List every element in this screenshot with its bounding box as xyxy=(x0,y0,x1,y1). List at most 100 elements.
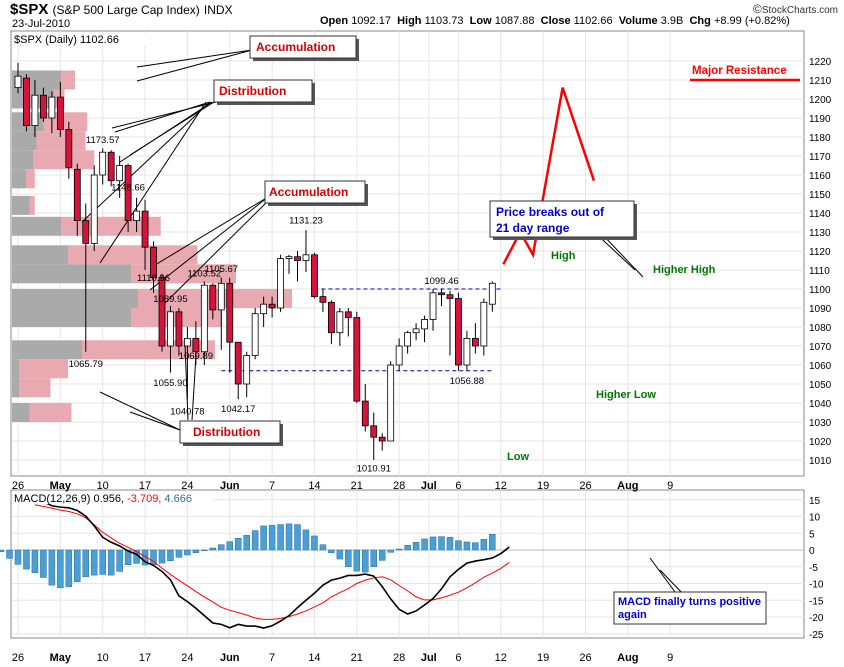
open-label: Open xyxy=(320,15,349,27)
candle-down xyxy=(226,282,234,343)
x-tick-label-bottom: 9 xyxy=(667,652,673,664)
volume-bar-up xyxy=(12,131,37,151)
volume-bar-up xyxy=(12,289,138,308)
macd-tick-label: -15 xyxy=(809,596,824,607)
annotation-text: High xyxy=(551,250,576,262)
candle-up xyxy=(14,75,22,88)
volume-bar-up xyxy=(12,245,68,265)
annotation-box xyxy=(489,200,635,238)
candle-down xyxy=(370,425,378,438)
x-tick-label: 19 xyxy=(537,480,549,492)
macd-histogram-bar xyxy=(14,549,22,565)
price-tick-label: 1090 xyxy=(809,304,832,315)
callout-line xyxy=(129,411,181,431)
callout-line xyxy=(111,101,217,129)
volume-bar-up xyxy=(12,169,26,189)
candle-down xyxy=(361,400,369,427)
x-tick-label: 21 xyxy=(351,480,363,492)
macd-tick-label: -10 xyxy=(809,580,824,591)
volume-bar-up xyxy=(12,308,131,327)
price-data-label: 1010.91 xyxy=(357,463,391,474)
x-tick-label: Jul xyxy=(421,480,437,492)
candle-down xyxy=(446,294,454,299)
price-data-label: 1089.95 xyxy=(153,294,187,305)
x-tick-label-bottom: 21 xyxy=(351,652,363,664)
candle-up xyxy=(404,332,412,347)
x-tick-label-bottom: 28 xyxy=(393,652,405,664)
macd-histogram-bar xyxy=(328,549,335,553)
candle-up xyxy=(183,337,191,347)
price-data-label: 1131.23 xyxy=(289,216,323,227)
macd-histogram-bar xyxy=(260,525,267,551)
candle-up xyxy=(251,313,259,356)
macd-histogram-bar xyxy=(31,549,39,574)
candle-up xyxy=(167,311,174,347)
candle-up xyxy=(488,282,496,305)
macd-tick-label: -5 xyxy=(809,563,818,574)
candle-down xyxy=(294,256,301,261)
price-tick-label: 1060 xyxy=(809,361,832,372)
price-data-label: 1099.46 xyxy=(424,276,458,287)
macd-tick-label: 0 xyxy=(809,546,815,557)
candle-down xyxy=(327,301,335,334)
candle-down xyxy=(158,277,166,347)
macd-histogram-bar xyxy=(218,544,225,551)
price-data-label: 1042.17 xyxy=(221,404,255,415)
candle-up xyxy=(480,301,488,347)
volume-bar-up xyxy=(12,340,82,360)
annotation-box xyxy=(179,420,281,444)
x-tick-label-bottom: 14 xyxy=(308,652,320,664)
macd-histogram-bar xyxy=(65,549,73,588)
callout-line xyxy=(129,101,215,156)
price-data-label: 1055.90 xyxy=(153,378,187,389)
macd-histogram-bar xyxy=(40,549,47,578)
x-tick-label-bottom: 12 xyxy=(495,652,507,664)
high-value: 1103.73 xyxy=(424,15,464,27)
price-tick-label: 1210 xyxy=(809,76,832,87)
x-tick-label-bottom: Aug xyxy=(617,652,638,664)
x-tick-label-bottom: 6 xyxy=(455,652,461,664)
x-tick-label: 17 xyxy=(139,480,151,492)
callout-line xyxy=(159,196,273,309)
high-label: High xyxy=(397,15,422,27)
price-data-label: 1056.88 xyxy=(450,376,484,387)
macd-tick-label: 15 xyxy=(809,496,821,507)
price-tick-label: 1220 xyxy=(809,57,832,68)
price-data-label: 1069.89 xyxy=(179,351,213,362)
callout-line xyxy=(136,49,253,68)
macd-histogram-bar xyxy=(429,536,437,551)
macd-histogram-bar xyxy=(251,530,259,551)
macd-panel-title: MACD(12,26,9) 0.956, -3.709, 4.666 xyxy=(14,493,192,505)
macd-histogram-bar xyxy=(107,549,115,576)
price-tick-label: 1050 xyxy=(809,380,832,391)
x-tick-label: 6 xyxy=(455,480,461,492)
macd-histogram-bar xyxy=(90,549,98,576)
macd-tick-label: 10 xyxy=(809,513,821,524)
security-name: (S&P 500 Large Cap Index) xyxy=(52,3,200,17)
price-tick-label: 1070 xyxy=(809,342,832,353)
macd-histogram-bar xyxy=(395,548,403,551)
macd-histogram-bar xyxy=(362,549,369,573)
x-tick-label: 26 xyxy=(12,480,24,492)
volume-bar-down xyxy=(36,131,86,151)
macd-histogram-bar xyxy=(421,538,428,551)
candle-down xyxy=(56,96,64,130)
macd-histogram-bar xyxy=(489,534,496,551)
macd-histogram-bar xyxy=(480,539,488,551)
candle-down xyxy=(40,94,47,119)
volume-bar-down xyxy=(29,403,72,422)
x-tick-label-bottom: 26 xyxy=(12,652,24,664)
callout-line xyxy=(136,49,253,82)
macd-histogram-bar xyxy=(141,549,149,566)
annotation-text: Higher High xyxy=(653,264,716,276)
annotation-text: Accumulation xyxy=(256,40,335,54)
macd-histogram-bar xyxy=(57,549,64,589)
candle-up xyxy=(260,303,268,315)
x-tick-label: 10 xyxy=(97,480,109,492)
axes: 1010102010301040105010601070108010901100… xyxy=(12,57,832,664)
candle-down xyxy=(319,296,327,303)
volume-bar-up xyxy=(12,216,61,236)
candle-down xyxy=(23,77,30,126)
macd-line xyxy=(34,497,510,629)
x-tick-label-bottom: 19 xyxy=(537,652,549,664)
